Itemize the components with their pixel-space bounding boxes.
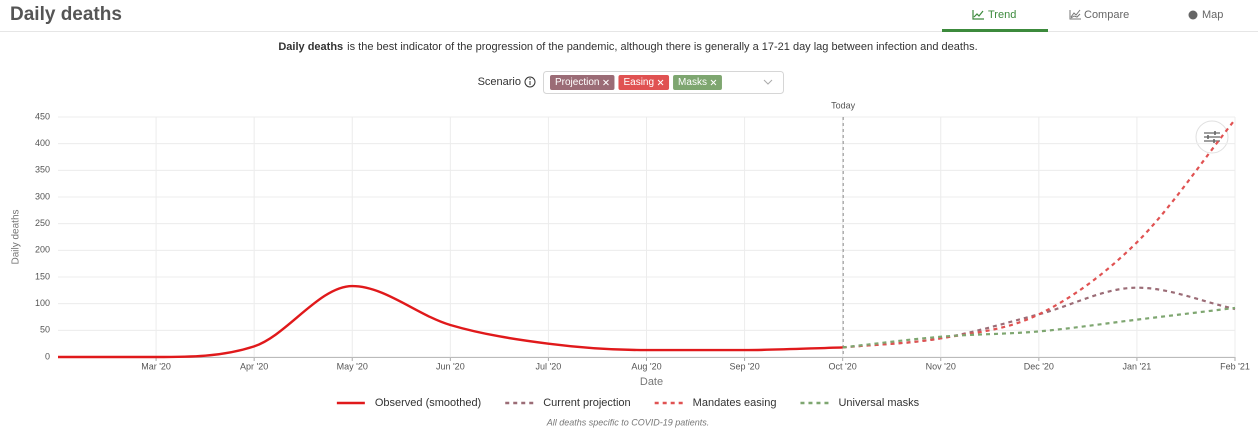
x-tick-label: Dec '20 — [1024, 361, 1054, 371]
chip[interactable]: Easing — [618, 75, 670, 90]
tab-icon — [1188, 10, 1198, 20]
settings-button[interactable] — [1195, 120, 1229, 154]
legend-label: Current projection — [543, 397, 630, 409]
tab-trend[interactable]: Trend — [942, 9, 1048, 32]
legend-item[interactable]: Current projection — [505, 397, 631, 409]
tab-compare[interactable]: Compare — [1069, 9, 1129, 21]
chip[interactable]: Masks — [673, 75, 722, 90]
tab-label[interactable]: Trend — [988, 9, 1016, 21]
y-tick-label: 450 — [35, 111, 50, 121]
tab-icon — [972, 10, 984, 20]
y-tick-label: 50 — [40, 325, 50, 335]
series-line — [58, 284, 843, 359]
y-tick-label: 150 — [35, 271, 50, 281]
legend-label: Observed (smoothed) — [375, 397, 481, 409]
chip-list: Projection Easing Masks — [550, 75, 722, 90]
legend-item[interactable]: Observed (smoothed) — [336, 397, 481, 409]
tab-label[interactable]: Map — [1202, 9, 1223, 21]
x-tick-label: Feb '21 — [1220, 361, 1250, 371]
x-tick-label: May '20 — [337, 361, 368, 371]
y-axis-label: Daily deaths — [11, 209, 22, 264]
x-tick-label: Mar '20 — [141, 361, 171, 371]
page-title: Daily deaths — [10, 4, 122, 25]
y-tick-label: 200 — [35, 245, 50, 255]
chip-bg — [673, 75, 722, 90]
chip-remove — [657, 79, 664, 86]
y-tick-label: 250 — [35, 218, 50, 228]
x-tick-label: Apr '20 — [240, 361, 268, 371]
dropdown-arrow[interactable] — [763, 79, 773, 85]
legend-label: Mandates easing — [693, 397, 777, 409]
legend-item[interactable]: Universal masks — [800, 397, 920, 409]
description: Daily deaths is the best indicator of the… — [278, 41, 977, 53]
y-tick-label: 350 — [35, 165, 50, 175]
chip-remove — [710, 79, 717, 86]
x-tick-label: Oct '20 — [829, 361, 857, 371]
description-bold: Daily deaths — [278, 41, 343, 53]
x-tick-label: Jan '21 — [1123, 361, 1152, 371]
chip-bg — [618, 75, 670, 90]
legend-item[interactable]: Mandates easing — [654, 397, 777, 409]
y-tick-label: 400 — [35, 138, 50, 148]
y-tick-label: 300 — [35, 191, 50, 201]
tab-map[interactable]: Map — [1188, 9, 1224, 21]
x-tick-label: Sep '20 — [729, 361, 759, 371]
x-tick-label: Aug '20 — [631, 361, 661, 371]
x-tick-label: Jun '20 — [436, 361, 465, 371]
chip-label: Masks — [678, 77, 707, 88]
footnote: All deaths specific to COVID-19 patients… — [546, 417, 710, 427]
tab-underline — [942, 29, 1048, 32]
legend-label: Universal masks — [838, 397, 919, 409]
y-tick-label: 0 — [45, 351, 50, 361]
chip[interactable]: Projection — [550, 75, 615, 90]
chip-label: Projection — [555, 77, 599, 88]
chip-label: Easing — [623, 77, 654, 88]
tab-label[interactable]: Compare — [1084, 9, 1129, 21]
plot: 0 50 100 150 200 250 300 350 400 450 Mar '20 Apr '2… — [11, 100, 1250, 427]
x-tick-label: Nov '20 — [926, 361, 956, 371]
scenario-label: Scenario — [478, 76, 521, 88]
y-tick-label: 100 — [35, 298, 50, 308]
description-text: is the best indicator of the progression… — [347, 41, 977, 53]
x-axis-label: Date — [640, 376, 663, 388]
tab-icon — [1069, 9, 1081, 20]
x-tick-label: Jul '20 — [536, 361, 562, 371]
chip-bg — [550, 75, 615, 90]
chip-remove — [603, 79, 609, 86]
info-icon — [524, 76, 536, 88]
series-line — [842, 118, 1236, 349]
today-label: Today — [831, 100, 856, 110]
